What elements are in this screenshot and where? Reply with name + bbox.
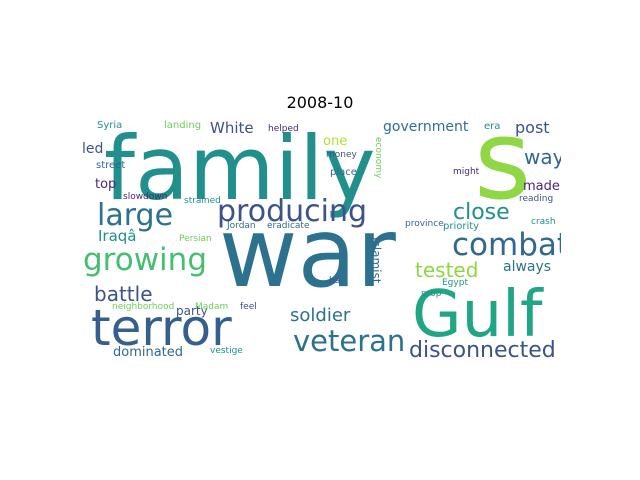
word-war: war (219, 197, 396, 309)
word-helped: helped (268, 124, 299, 134)
word-syria: Syria (97, 120, 123, 131)
word-vestige: vestige (210, 346, 243, 356)
word-growing: growing (83, 242, 207, 278)
word-slowdown: slowdown (123, 192, 168, 202)
word-crash: crash (531, 217, 556, 227)
word-islamist: Islamist (369, 237, 383, 284)
word-family: family (104, 117, 376, 220)
word-feel: feel (240, 302, 257, 312)
word-disconnected: disconnected (409, 338, 556, 362)
word-made: made (523, 179, 560, 194)
word-economy: economy (373, 137, 383, 179)
word-prop: prop (421, 289, 442, 299)
word-close: close (453, 200, 510, 225)
cloud-title: 2008-10 (286, 93, 354, 112)
word-producing: producing (217, 194, 368, 229)
word-battle: battle (94, 282, 153, 306)
word-landing: landing (164, 120, 202, 131)
word-post: post (515, 118, 550, 137)
word-strained: strained (184, 196, 221, 206)
word-way: way (524, 145, 561, 169)
word-egypt: Egypt (442, 278, 468, 288)
word-s: s (474, 117, 532, 224)
word-might: might (453, 167, 480, 177)
word-led: led (82, 141, 104, 157)
word-province: province (405, 219, 444, 229)
word-era: era (484, 121, 501, 132)
word-priority: priority (443, 221, 480, 232)
word-tested: tested (415, 258, 479, 282)
word-one: one (323, 134, 348, 149)
word-cloud: family s war terror Gulf producing large… (79, 117, 561, 361)
word-madam: Madam (195, 302, 229, 312)
word-reading: reading (519, 194, 554, 204)
word-dominated: dominated (113, 345, 184, 360)
word-ha: ha (329, 276, 341, 286)
word-terror: terror (91, 299, 232, 357)
word-soldier: soldier (290, 305, 351, 326)
word-always: always (503, 259, 552, 275)
word-top: top (95, 177, 117, 192)
word-government: government (383, 119, 469, 135)
word-large: large (97, 198, 174, 233)
word-combat: combat (452, 227, 561, 263)
word-gulf: Gulf (412, 278, 543, 352)
word-eradicate: eradicate (267, 221, 310, 231)
word-jordan: Jordan (227, 221, 256, 231)
word-veteran: veteran (293, 324, 406, 358)
word-iraqa: Iraqâ (98, 227, 137, 245)
word-neighborhood: neighborhood (112, 302, 175, 312)
word-place: place (330, 167, 357, 178)
word-white: White (210, 119, 254, 137)
word-persian: Persian (179, 234, 212, 244)
word-party: party (176, 304, 208, 318)
word-money: money (326, 150, 357, 160)
word-street: street (96, 160, 126, 171)
